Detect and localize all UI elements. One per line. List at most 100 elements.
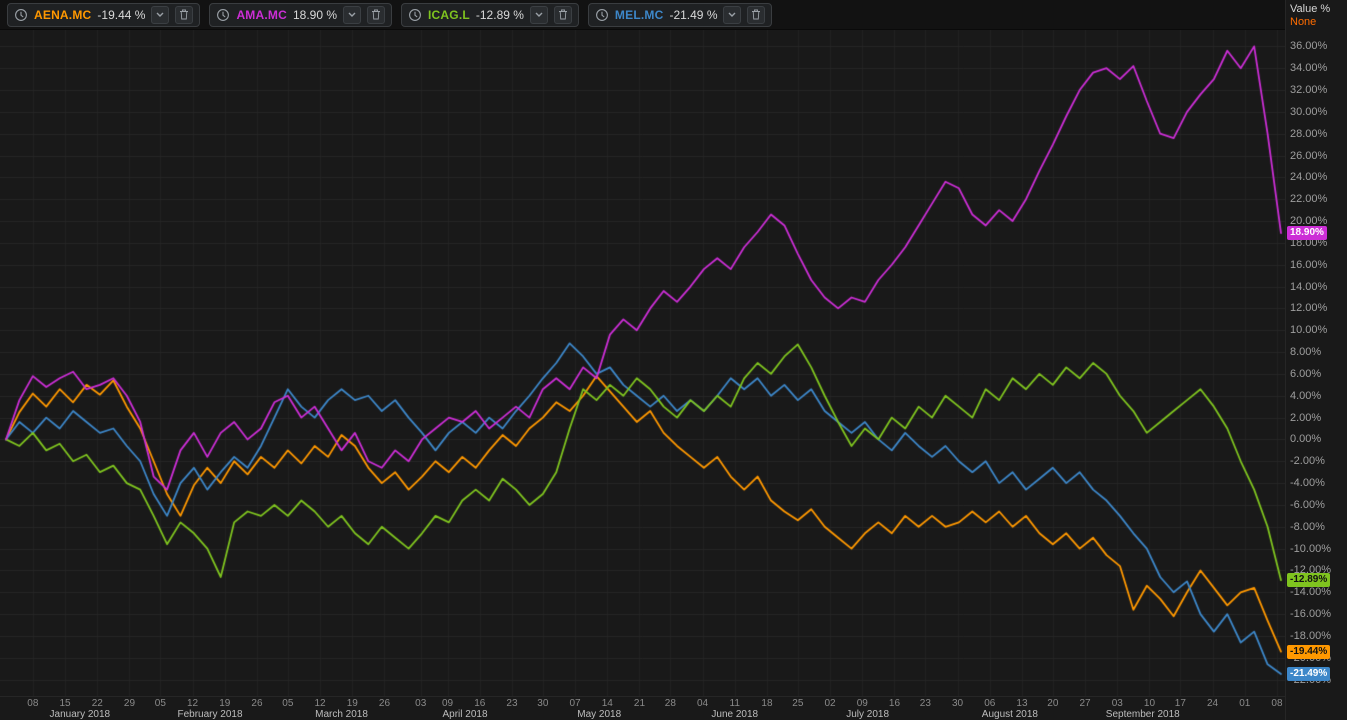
symbol-label[interactable]: MEL.MC <box>614 7 664 22</box>
y-axis-tick-label: 20.00% <box>1290 215 1328 228</box>
y-axis-tick-label: -14.00% <box>1290 586 1331 599</box>
x-axis-month-label: June 2018 <box>711 709 759 720</box>
x-axis-day-label: 10 <box>1143 698 1156 709</box>
scale-mode-label[interactable]: None <box>1290 16 1317 28</box>
symbol-change-value: -21.49 % <box>669 7 718 22</box>
x-axis-day-label: 23 <box>919 698 931 709</box>
x-axis-day-label: 09 <box>441 698 454 709</box>
y-axis-tick-label: -8.00% <box>1290 520 1325 533</box>
last-value-badge: -21.49% <box>1287 667 1331 682</box>
y-axis-tick-label: 8.00% <box>1290 346 1322 359</box>
chevron-down-icon[interactable] <box>343 5 362 24</box>
y-axis-tick-label: -16.00% <box>1290 608 1331 621</box>
value-axis-header: Value % None <box>1290 3 1330 29</box>
y-axis-tick-label: 24.00% <box>1290 171 1328 184</box>
y-axis-tick-label: 28.00% <box>1290 127 1328 140</box>
clock-icon <box>408 8 422 22</box>
trash-icon[interactable] <box>747 5 766 24</box>
value-axis-title: Value % <box>1290 3 1331 15</box>
time-axis[interactable]: 08 15 22 29 05 12 19 26 05 12 19 26 03 09 16 23 30 07 14 21… <box>0 696 1285 720</box>
y-axis-tick-label: 32.00% <box>1290 84 1328 97</box>
x-axis-month-label: January 2018 <box>49 709 111 720</box>
x-axis-day-label: 17 <box>1174 698 1186 709</box>
x-axis-day-label: 04 <box>696 698 709 709</box>
symbol-label[interactable]: ICAG.L <box>428 7 470 22</box>
symbol-chip-icag-l[interactable]: ICAG.L -12.89 % <box>401 2 579 27</box>
y-axis-tick-label: 12.00% <box>1290 302 1328 315</box>
symbol-chip-mel-mc[interactable]: MEL.MC -21.49 % <box>587 2 773 27</box>
y-axis-tick-label: -6.00% <box>1290 498 1325 511</box>
y-axis-tick-label: -2.00% <box>1290 455 1325 468</box>
y-axis-tick-label: 16.00% <box>1290 258 1328 271</box>
x-axis-day-label: 06 <box>984 698 996 709</box>
x-axis-day-label: 05 <box>282 698 294 709</box>
y-axis-tick-label: 2.00% <box>1290 411 1322 424</box>
x-axis-day-label: 12 <box>186 698 199 709</box>
y-axis-tick-label: 22.00% <box>1290 193 1328 206</box>
symbol-label[interactable]: AMA.MC <box>236 7 287 22</box>
x-axis-day-label: 16 <box>474 698 486 709</box>
x-axis-month-label: August 2018 <box>981 709 1038 720</box>
x-axis-day-label: 19 <box>219 698 231 709</box>
x-axis-day-label: 21 <box>633 698 646 709</box>
y-axis-tick-label: -10.00% <box>1290 542 1331 555</box>
x-axis-day-label: 09 <box>856 698 868 709</box>
x-axis-day-label: 08 <box>1271 698 1283 709</box>
x-axis-day-label: 24 <box>1206 698 1219 709</box>
chevron-down-icon[interactable] <box>529 5 548 24</box>
symbol-change-value: -12.89 % <box>475 7 524 22</box>
x-axis-day-label: 02 <box>824 698 836 709</box>
x-axis-day-label: 26 <box>378 698 391 709</box>
symbol-label[interactable]: AENA.MC <box>34 7 92 22</box>
x-axis-day-label: 16 <box>888 698 901 709</box>
chevron-down-icon[interactable] <box>151 5 170 24</box>
y-axis-tick-label: -18.00% <box>1290 629 1331 642</box>
x-axis-day-label: 01 <box>1239 698 1251 709</box>
x-axis-month-label: March 2018 <box>315 709 368 720</box>
x-axis-day-label: 27 <box>1079 698 1091 709</box>
trash-icon[interactable] <box>175 5 194 24</box>
y-axis-tick-label: 10.00% <box>1290 324 1328 337</box>
symbol-chip-ama-mc[interactable]: AMA.MC 18.90 % <box>209 2 393 27</box>
symbol-chip-aena-mc[interactable]: AENA.MC -19.44 % <box>7 2 201 27</box>
x-axis-day-label: 26 <box>251 698 263 709</box>
chart-canvas[interactable] <box>0 30 1285 696</box>
x-axis-day-label: 22 <box>91 698 103 709</box>
y-axis-tick-label: 30.00% <box>1290 105 1328 118</box>
x-axis-day-label: 25 <box>792 698 804 709</box>
x-axis-day-label: 07 <box>569 698 581 709</box>
x-axis-day-label: 20 <box>1047 698 1059 709</box>
last-value-badge: 18.90% <box>1287 226 1327 241</box>
x-axis-day-label: 12 <box>314 698 326 709</box>
x-axis-day-label: 23 <box>506 698 518 709</box>
x-axis-day-label: 08 <box>27 698 39 709</box>
x-axis-month-label: May 2018 <box>577 709 622 720</box>
x-axis-month-label: September 2018 <box>1105 709 1180 720</box>
trash-icon[interactable] <box>553 5 572 24</box>
symbol-change-value: 18.90 % <box>292 7 338 22</box>
x-axis-day-label: 03 <box>1111 698 1123 709</box>
y-axis-tick-label: 0.00% <box>1290 433 1322 446</box>
y-axis-tick-label: 36.00% <box>1290 40 1328 53</box>
plot-area[interactable] <box>0 30 1285 696</box>
y-axis-tick-label: 6.00% <box>1290 367 1322 380</box>
value-axis[interactable]: Value % None -22.00%-20.00%-18.00%-16.00… <box>1285 0 1347 720</box>
clock-icon <box>595 8 609 22</box>
trash-icon[interactable] <box>367 5 386 24</box>
x-axis-day-label: 14 <box>601 698 613 709</box>
x-axis-day-label: 05 <box>154 698 166 709</box>
x-axis-day-label: 15 <box>59 698 71 709</box>
x-axis-day-label: 30 <box>951 698 964 709</box>
x-axis-day-label: 28 <box>664 698 676 709</box>
y-axis-tick-label: 34.00% <box>1290 62 1328 75</box>
x-axis-month-label: April 2018 <box>442 709 488 720</box>
chevron-down-icon[interactable] <box>723 5 742 24</box>
x-axis-day-label: 30 <box>537 698 549 709</box>
symbol-toolbar: AENA.MC -19.44 % AMA.MC 18.90 % <box>0 0 1285 30</box>
last-value-badge: -12.89% <box>1287 573 1331 588</box>
y-axis-tick-label: 4.00% <box>1290 389 1322 402</box>
x-axis-day-label: 11 <box>729 698 740 709</box>
y-axis-tick-label: 26.00% <box>1290 149 1328 162</box>
clock-icon <box>14 8 28 22</box>
last-value-badge: -19.44% <box>1287 644 1331 659</box>
